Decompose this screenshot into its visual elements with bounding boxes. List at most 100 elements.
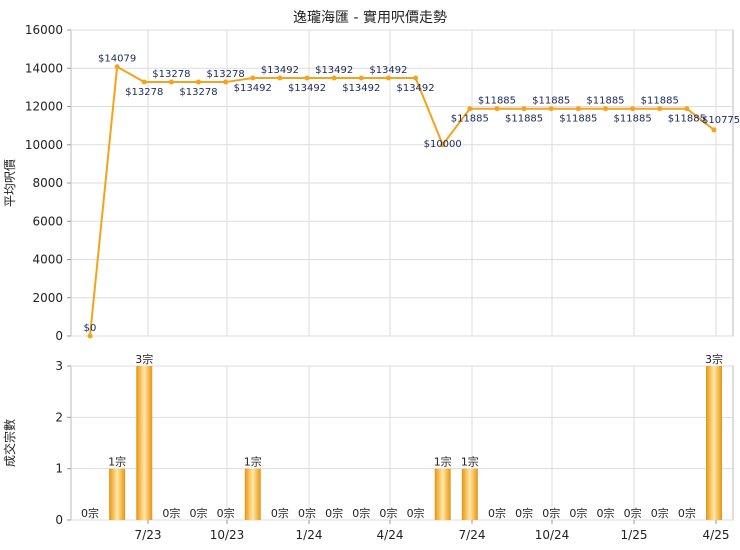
price-data-label: $13278 <box>152 69 190 80</box>
price-point <box>87 333 93 339</box>
price-data-label: $11885 <box>668 114 706 125</box>
price-y-axis-label: 平均呎價 <box>3 159 17 207</box>
price-data-label: $10775 <box>702 115 740 126</box>
count-bar-label: 0宗 <box>352 506 370 520</box>
price-point <box>575 106 581 112</box>
count-y-tick-label: 2 <box>55 410 63 424</box>
count-bar <box>706 366 723 520</box>
price-point <box>440 142 446 148</box>
price-y-tick-label: 16000 <box>25 23 63 37</box>
count-bar-label: 0宗 <box>162 506 180 520</box>
count-bar-label: 0宗 <box>488 506 506 520</box>
x-tick-label: 7/23 <box>135 528 162 542</box>
price-data-label: $13278 <box>125 87 163 98</box>
price-point <box>711 127 717 133</box>
price-data-label: $13492 <box>369 65 407 76</box>
price-point <box>358 75 364 81</box>
price-data-label: $0 <box>84 323 97 334</box>
price-y-tick-label: 4000 <box>32 253 63 267</box>
count-y-tick-label: 1 <box>55 462 63 476</box>
count-bar-label: 0宗 <box>542 506 560 520</box>
count-y-axis-label: 成交宗數 <box>2 419 17 467</box>
count-bar-label: 0宗 <box>569 506 587 520</box>
price-data-label: $11885 <box>478 96 516 107</box>
price-point <box>250 75 256 81</box>
price-point <box>223 79 229 85</box>
count-bar-label: 0宗 <box>298 506 316 520</box>
chart-title: 逸瓏海匯 - 實用呎價走勢 <box>293 9 447 26</box>
price-data-label: $13492 <box>396 83 434 94</box>
price-data-label: $11885 <box>559 114 597 125</box>
price-line-chart: 0 2000 4000 6000 8000 10000 12000 14000 16000 平均呎… <box>3 23 740 343</box>
count-bar-label: 0宗 <box>81 506 99 520</box>
count-bar-label: 0宗 <box>596 506 614 520</box>
price-data-label: $13492 <box>315 65 353 76</box>
price-data-label: $10000 <box>424 139 462 150</box>
price-data-label: $13492 <box>234 83 272 94</box>
price-series-line <box>88 65 715 337</box>
count-bar-label: 0宗 <box>379 506 397 520</box>
x-tick-label: 1/24 <box>296 528 323 542</box>
x-tick-label: 10/24 <box>535 528 570 542</box>
price-point <box>494 106 500 112</box>
count-bar-label: 3宗 <box>135 352 153 366</box>
count-bar-label: 0宗 <box>515 506 533 520</box>
count-bar-label: 1宗 <box>461 455 479 469</box>
count-bar-label: 3宗 <box>705 352 723 366</box>
count-bar <box>136 366 153 520</box>
x-tick-label: 4/25 <box>703 528 730 542</box>
count-bar-label: 0宗 <box>271 506 289 520</box>
x-tick-label: 1/25 <box>621 528 648 542</box>
count-bar <box>109 468 126 520</box>
transaction-bar-chart: 0 1 2 3 成交宗數 0宗 1宗 3宗 0宗 0宗 0宗 1宗 0宗 0宗 0宗 0宗 0宗 0宗 1宗 1宗 0宗… <box>2 352 734 542</box>
price-point <box>521 106 527 112</box>
price-y-tick-label: 2000 <box>32 291 63 305</box>
price-data-label: $13278 <box>207 69 245 80</box>
count-bar <box>461 468 478 520</box>
price-data-label: $11885 <box>532 96 570 107</box>
price-point <box>630 106 636 112</box>
price-y-tick-label: 14000 <box>25 61 63 75</box>
count-bar-label: 0宗 <box>407 506 425 520</box>
count-bar-label: 0宗 <box>217 506 235 520</box>
x-tick-label: 4/24 <box>377 528 404 542</box>
count-y-tick-label: 0 <box>55 513 63 527</box>
count-bar-label: 0宗 <box>678 506 696 520</box>
price-data-label: $11885 <box>586 96 624 107</box>
price-data-label: $13278 <box>179 87 217 98</box>
count-y-tick-label: 3 <box>55 359 63 373</box>
price-data-label: $13492 <box>342 83 380 94</box>
count-bar-label: 0宗 <box>651 506 669 520</box>
x-tick-label: 10/23 <box>210 528 245 542</box>
price-data-label: $13492 <box>288 83 326 94</box>
price-data-label: $13492 <box>261 65 299 76</box>
price-y-tick-label: 10000 <box>25 138 63 152</box>
count-bar-label: 0宗 <box>624 506 642 520</box>
price-point <box>413 75 419 81</box>
price-data-label: $11885 <box>614 114 652 125</box>
price-point <box>548 106 554 112</box>
price-y-tick-label: 8000 <box>32 176 63 190</box>
price-point <box>141 79 147 85</box>
price-point <box>168 79 174 85</box>
count-bar-label: 0宗 <box>325 506 343 520</box>
price-data-label: $11885 <box>505 114 543 125</box>
price-point <box>114 64 120 70</box>
count-bar-label: 1宗 <box>434 455 452 469</box>
price-data-label: $11885 <box>451 114 489 125</box>
price-data-label: $11885 <box>641 96 679 107</box>
price-point <box>304 75 310 81</box>
price-point <box>602 106 608 112</box>
count-bar <box>244 468 261 520</box>
price-point <box>196 79 202 85</box>
price-point <box>277 75 283 81</box>
price-y-tick-label: 6000 <box>32 214 63 228</box>
price-y-tick-label: 12000 <box>25 100 63 114</box>
price-point <box>331 75 337 81</box>
count-bar <box>434 468 451 520</box>
price-point <box>467 106 473 112</box>
price-data-label: $14079 <box>98 54 136 65</box>
count-bar-label: 1宗 <box>244 455 262 469</box>
price-y-tick-label: 0 <box>55 329 63 343</box>
